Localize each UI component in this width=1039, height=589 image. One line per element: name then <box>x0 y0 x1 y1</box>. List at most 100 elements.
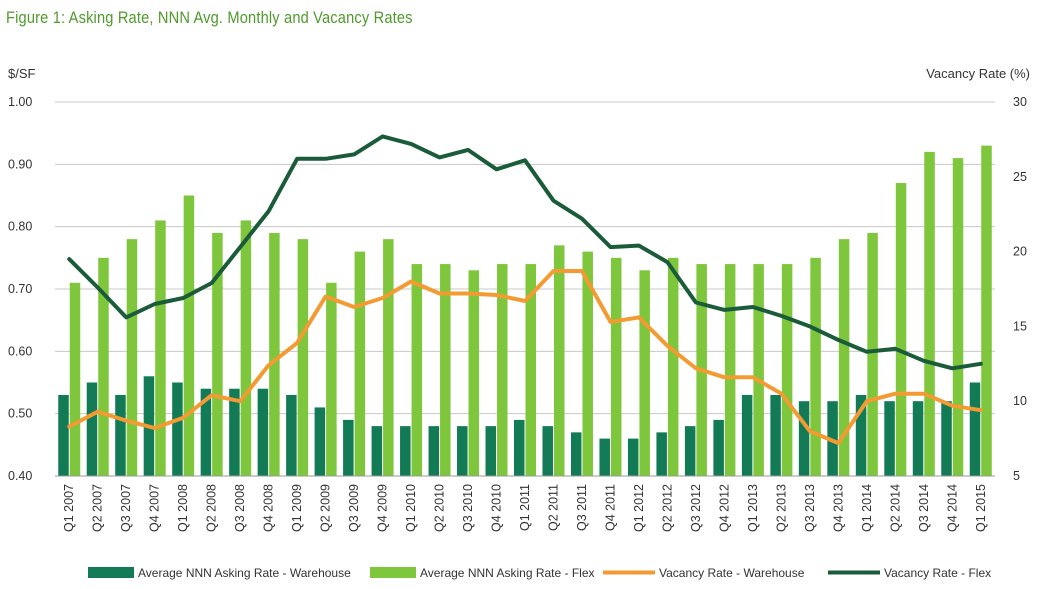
legend: Average NNN Asking Rate - Warehouse Avera… <box>88 566 991 580</box>
y-right-tick-label: 30 <box>1013 95 1027 109</box>
bar-warehouse <box>485 426 497 476</box>
bar-flex <box>497 264 508 476</box>
bar-warehouse <box>855 394 867 476</box>
legend-item-flex-rate-label: Average NNN Asking Rate - Flex <box>420 566 595 580</box>
bar-flex <box>126 239 138 476</box>
y-right-tick-label: 25 <box>1013 170 1027 184</box>
x-tick-label: Q3 2011 <box>575 484 589 531</box>
bar-flex <box>411 264 423 476</box>
x-tick-label: Q2 2012 <box>660 484 674 532</box>
bar-flex <box>724 264 736 476</box>
bar-flex <box>468 270 480 476</box>
y-right-tick-label: 15 <box>1013 319 1027 333</box>
x-tick-label: Q1 2013 <box>746 484 760 532</box>
bar-warehouse <box>400 426 411 476</box>
bar-flex <box>810 257 821 476</box>
y-right-tick-label: 10 <box>1013 394 1027 408</box>
bar-flex <box>582 251 593 476</box>
x-tick-label: Q1 2008 <box>176 484 190 532</box>
bar-flex <box>639 270 650 476</box>
y-left-tick-label: 0.50 <box>8 407 32 421</box>
x-tick-label: Q1 2009 <box>290 484 304 532</box>
x-tick-label: Q3 2008 <box>233 484 247 532</box>
x-tick-label: Q1 2015 <box>974 484 988 532</box>
x-tick-label: Q2 2013 <box>774 484 788 532</box>
bar-flex <box>753 264 764 476</box>
y-left-tick-label: 0.90 <box>8 157 32 171</box>
x-tick-label: Q4 2011 <box>603 484 617 531</box>
bar-warehouse <box>200 388 212 476</box>
bar-warehouse <box>172 382 183 476</box>
x-tick-label: Q3 2013 <box>803 484 817 532</box>
line-vacancy-flex <box>67 134 983 371</box>
x-tick-label: Q3 2014 <box>917 484 931 532</box>
x-tick-label: Q2 2014 <box>888 484 902 532</box>
bar-flex <box>98 257 109 476</box>
axes: 1.00 0.90 0.80 0.70 0.60 0.50 0.40 30 25 20 15 10 5 Q… <box>8 95 1027 532</box>
bar-flex <box>383 239 394 476</box>
legend-item-warehouse-rate-swatch <box>88 567 134 578</box>
y-right-tick-label: 20 <box>1013 245 1027 259</box>
y-right-axis-title: Vacancy Rate (%) <box>926 66 1030 81</box>
x-tick-label: Q1 2007 <box>62 484 76 532</box>
bar-flex <box>895 183 907 477</box>
bar-warehouse <box>941 401 952 476</box>
bar-flex <box>553 245 565 476</box>
x-tick-label: Q1 2012 <box>632 484 646 532</box>
bar-warehouse <box>741 394 753 476</box>
bar-flex <box>981 145 992 476</box>
x-tick-label: Q4 2013 <box>831 484 845 532</box>
bar-flex <box>952 158 964 476</box>
bar-warehouse <box>969 382 981 476</box>
bar-warehouse <box>371 426 383 476</box>
bar-warehouse <box>884 401 895 476</box>
bar-flex <box>69 282 81 476</box>
gridlines <box>55 101 995 415</box>
bar-flex <box>667 257 679 476</box>
bar-warehouse <box>713 419 724 476</box>
line-series <box>67 134 983 446</box>
x-tick-label: Q1 2011 <box>518 484 532 531</box>
x-tick-label: Q4 2014 <box>945 484 959 532</box>
legend-item-vacancy-flex-label: Vacancy Rate - Flex <box>884 566 991 580</box>
x-tick-label: Q1 2010 <box>404 484 418 532</box>
bar-flex <box>867 232 878 476</box>
x-tick-label: Q2 2011 <box>546 484 560 531</box>
y-left-tick-label: 0.40 <box>8 469 32 483</box>
bar-warehouse <box>343 419 354 476</box>
y-left-tick-label: 1.00 <box>8 95 32 109</box>
x-tick-label: Q2 2007 <box>91 484 105 532</box>
bar-warehouse <box>514 419 525 476</box>
chart-title: Figure 1: Asking Rate, NNN Avg. Monthly … <box>6 8 413 27</box>
bar-warehouse <box>912 401 924 476</box>
y-left-axis-title: $/SF <box>8 66 36 81</box>
bar-warehouse <box>229 388 240 476</box>
legend-item-warehouse-rate-label: Average NNN Asking Rate - Warehouse <box>138 566 351 580</box>
bar-flex <box>183 195 195 476</box>
bar-flex <box>781 264 793 476</box>
bar-warehouse <box>798 401 810 476</box>
x-tick-label: Q4 2007 <box>148 484 162 532</box>
y-left-tick-label: 0.80 <box>8 220 32 234</box>
legend-item-vacancy-warehouse-label: Vacancy Rate - Warehouse <box>659 566 805 580</box>
y-right-tick-label: 5 <box>1013 469 1020 483</box>
bar-warehouse <box>656 432 667 476</box>
bar-warehouse <box>115 394 126 476</box>
bar-flex <box>525 264 536 476</box>
bar-warehouse <box>286 394 297 476</box>
x-tick-label: Q2 2008 <box>205 484 219 532</box>
x-tick-label: Q3 2007 <box>119 484 133 532</box>
bar-flex <box>155 220 166 476</box>
legend-item-flex-rate-swatch <box>370 567 416 578</box>
bar-warehouse <box>428 426 440 476</box>
x-tick-label: Q4 2010 <box>490 484 504 532</box>
bar-flex <box>212 232 223 476</box>
y-left-tick-label: 0.70 <box>8 282 32 296</box>
bar-flex <box>326 282 337 476</box>
x-tick-label: Q4 2009 <box>376 484 390 532</box>
bar-warehouse <box>599 438 610 476</box>
bar-warehouse <box>314 407 326 476</box>
x-tick-label: Q3 2009 <box>347 484 361 532</box>
bar-warehouse <box>86 382 98 476</box>
